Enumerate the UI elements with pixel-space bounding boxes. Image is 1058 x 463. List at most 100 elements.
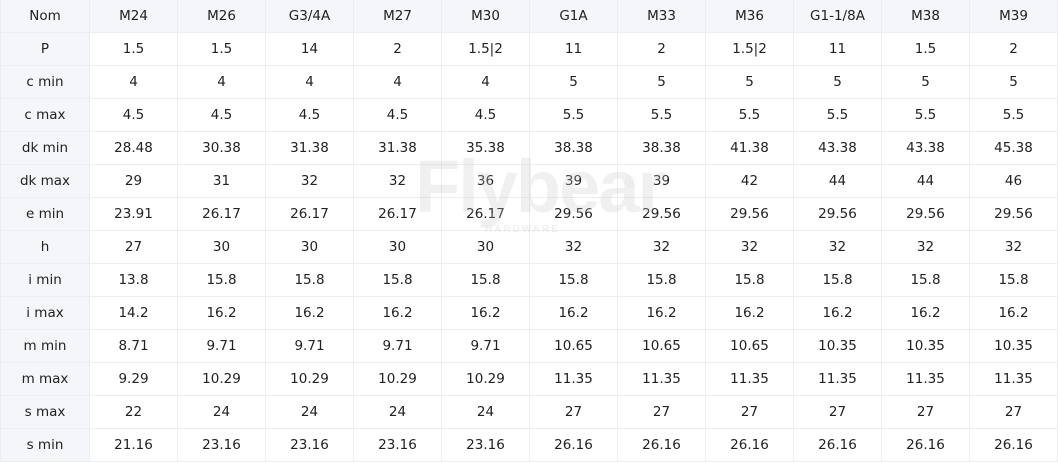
table-cell: 4 [353, 65, 442, 99]
table-cell: 23.16 [441, 428, 530, 462]
column-header: M27 [353, 0, 442, 33]
table-cell: 4 [177, 65, 266, 99]
table-cell: 2 [617, 32, 706, 66]
table-cell: 29.56 [617, 197, 706, 231]
table-row: c max 4.5 4.5 4.5 4.5 4.5 5.5 5.5 5.5 5.5 5.5 5.5 [0, 98, 1058, 132]
table-cell: 24 [177, 395, 266, 429]
table-row: h 27 30 30 30 30 32 32 32 32 32 32 [0, 230, 1058, 264]
row-label: h [0, 230, 90, 264]
table-cell: 27 [529, 395, 618, 429]
row-label: m max [0, 362, 90, 396]
table-cell: 11.35 [705, 362, 794, 396]
table-cell: 10.29 [265, 362, 354, 396]
column-header: M24 [89, 0, 178, 33]
table-cell: 9.29 [89, 362, 178, 396]
table-cell: 16.2 [705, 296, 794, 330]
table-cell: 10.65 [617, 329, 706, 363]
table-cell: 32 [881, 230, 970, 264]
table-cell: 10.35 [881, 329, 970, 363]
table-cell: 26.17 [441, 197, 530, 231]
table-cell: 30 [353, 230, 442, 264]
table-cell: 29.56 [969, 197, 1058, 231]
table-cell: 10.35 [793, 329, 882, 363]
row-label: c max [0, 98, 90, 132]
table-cell: 16.2 [265, 296, 354, 330]
table-cell: 26.17 [265, 197, 354, 231]
table-cell: 5.5 [881, 98, 970, 132]
table-cell: 29.56 [793, 197, 882, 231]
table-cell: 4.5 [265, 98, 354, 132]
table-cell: 32 [617, 230, 706, 264]
table-cell: 26.16 [969, 428, 1058, 462]
table-cell: 31.38 [353, 131, 442, 165]
header-row: Nom M24 M26 G3/4A M27 M30 G1A M33 M36 G1-1/8A M38 M… [0, 0, 1058, 33]
table-cell: 27 [89, 230, 178, 264]
row-label: s max [0, 395, 90, 429]
table-cell: 24 [353, 395, 442, 429]
table-row: m min 8.71 9.71 9.71 9.71 9.71 10.65 10.65 10.65… [0, 329, 1058, 363]
table-cell: 16.2 [969, 296, 1058, 330]
table-cell: 28.48 [89, 131, 178, 165]
table-cell: 29.56 [881, 197, 970, 231]
table-cell: 15.8 [793, 263, 882, 297]
table-cell: 39 [529, 164, 618, 198]
table-cell: 35.38 [441, 131, 530, 165]
table-cell: 27 [881, 395, 970, 429]
table-cell: 11.35 [529, 362, 618, 396]
table-cell: 1.5 [881, 32, 970, 66]
table-cell: 32 [705, 230, 794, 264]
table-cell: 23.16 [265, 428, 354, 462]
table-cell: 1.5 [177, 32, 266, 66]
table-cell: 29.56 [705, 197, 794, 231]
column-header: M36 [705, 0, 794, 33]
table-cell: 5.5 [969, 98, 1058, 132]
table-cell: 32 [793, 230, 882, 264]
table-cell: 5.5 [529, 98, 618, 132]
table-cell: 10.35 [969, 329, 1058, 363]
table-cell: 15.8 [177, 263, 266, 297]
table-cell: 10.65 [705, 329, 794, 363]
table-cell: 5.5 [793, 98, 882, 132]
column-header: M39 [969, 0, 1058, 33]
table-cell: 22 [89, 395, 178, 429]
row-label: m min [0, 329, 90, 363]
table-cell: 5 [969, 65, 1058, 99]
table-cell: 43.38 [793, 131, 882, 165]
row-label: P [0, 32, 90, 66]
table-cell: 15.8 [529, 263, 618, 297]
table-cell: 4.5 [89, 98, 178, 132]
table-cell: 9.71 [353, 329, 442, 363]
table-row: m max 9.29 10.29 10.29 10.29 10.29 11.35 11.35 1… [0, 362, 1058, 396]
table-cell: 15.8 [969, 263, 1058, 297]
table-cell: 23.91 [89, 197, 178, 231]
table-cell: 26.16 [793, 428, 882, 462]
column-header: G3/4A [265, 0, 354, 33]
column-header: M33 [617, 0, 706, 33]
table-cell: 10.65 [529, 329, 618, 363]
table-cell: 16.2 [881, 296, 970, 330]
table-cell: 27 [705, 395, 794, 429]
table-cell: 1.5 [89, 32, 178, 66]
table-cell: 5 [529, 65, 618, 99]
table-cell: 38.38 [617, 131, 706, 165]
table-cell: 15.8 [441, 263, 530, 297]
table-cell: 9.71 [441, 329, 530, 363]
column-header: G1A [529, 0, 618, 33]
table-cell: 21.16 [89, 428, 178, 462]
table-cell: 5 [793, 65, 882, 99]
table-cell: 23.16 [177, 428, 266, 462]
table-cell: 42 [705, 164, 794, 198]
table-cell: 30 [265, 230, 354, 264]
table-cell: 29.56 [529, 197, 618, 231]
table-cell: 44 [793, 164, 882, 198]
table-cell: 4.5 [353, 98, 442, 132]
table-cell: 15.8 [617, 263, 706, 297]
table-cell: 4.5 [177, 98, 266, 132]
row-label: c min [0, 65, 90, 99]
table-row: dk max 29 31 32 32 36 39 39 42 44 44 46 [0, 164, 1058, 198]
table-cell: 15.8 [353, 263, 442, 297]
table-cell: 11 [529, 32, 618, 66]
table-cell: 5 [881, 65, 970, 99]
table-cell: 32 [529, 230, 618, 264]
